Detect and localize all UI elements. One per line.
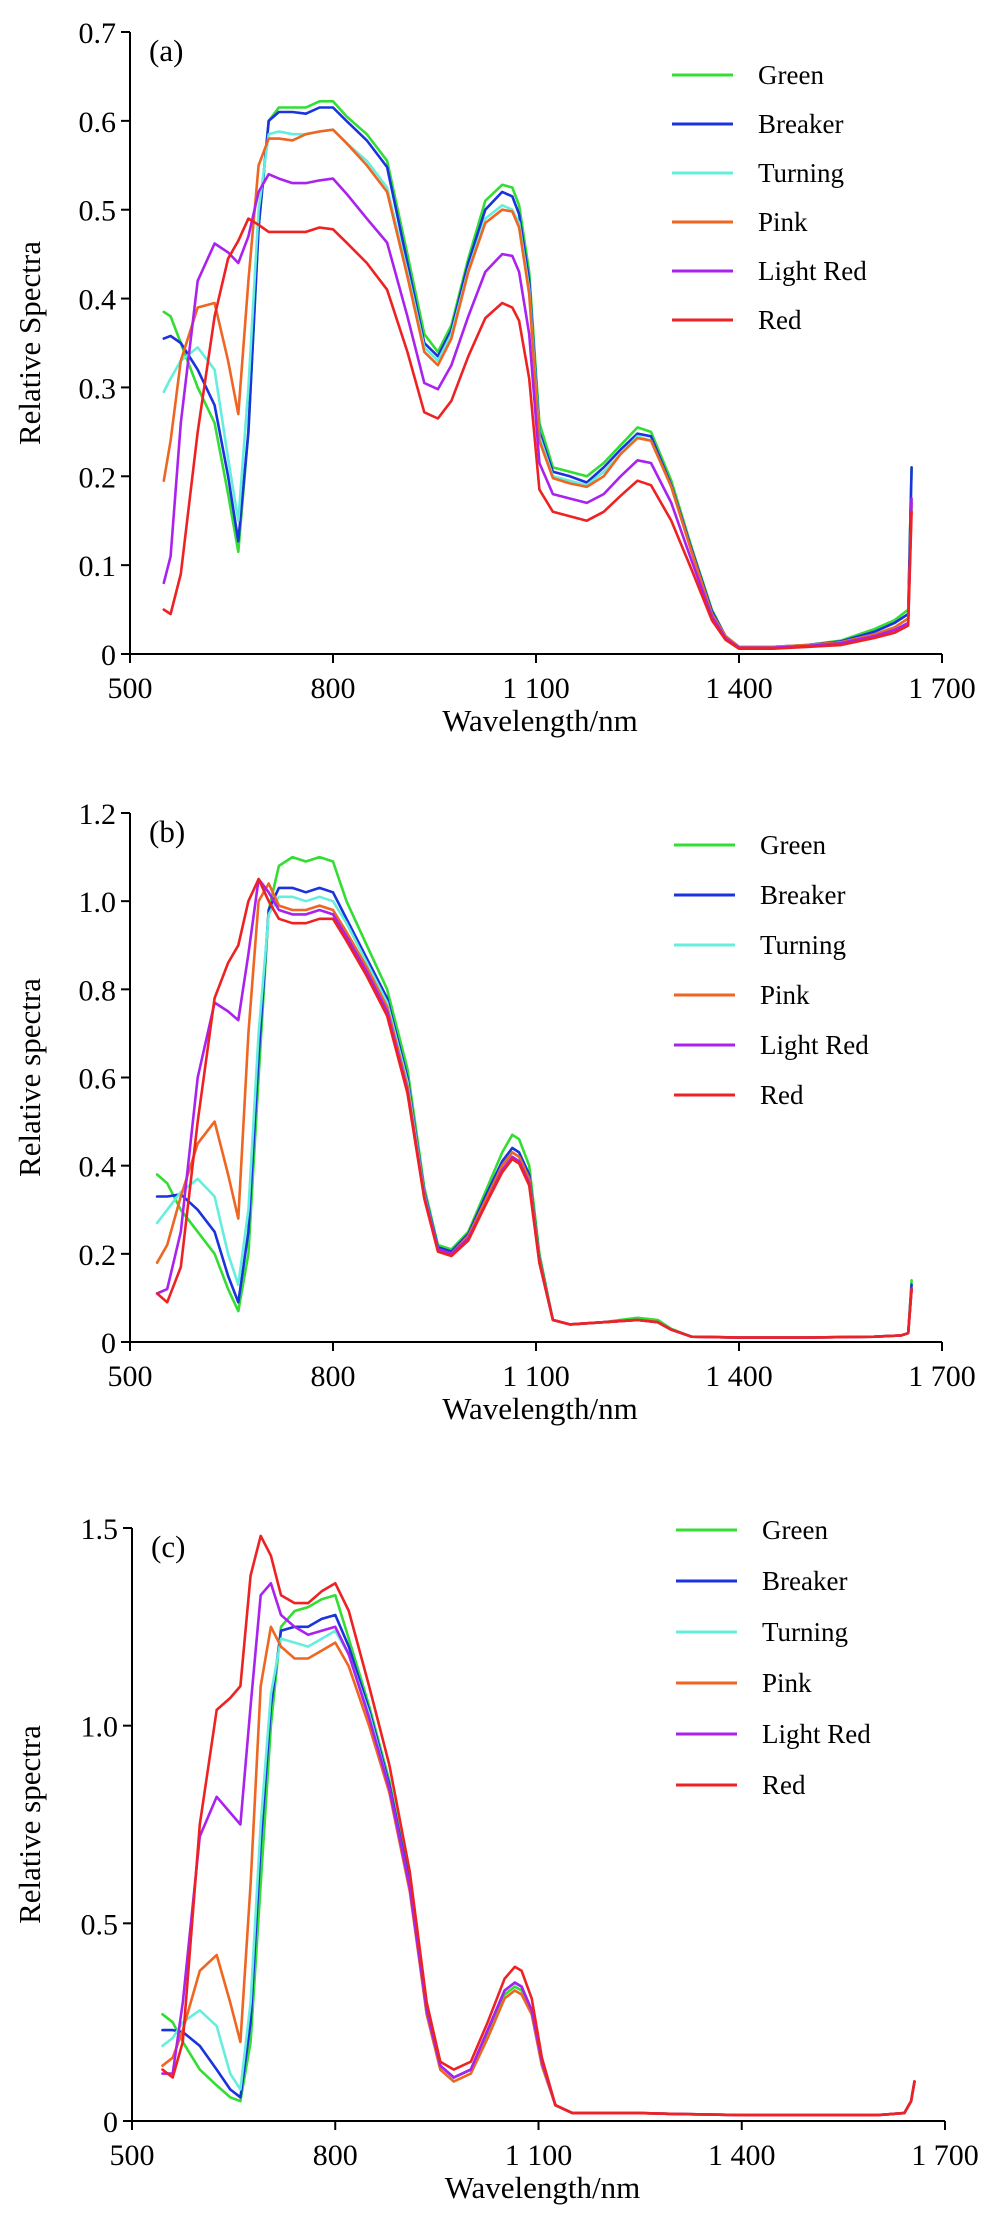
y-tick-label: 0.2 <box>79 1239 117 1272</box>
y-tick-label: 0.6 <box>79 1063 117 1096</box>
series-line-red <box>161 1534 916 2117</box>
y-tick-label: 0.1 <box>79 550 117 583</box>
legend-label: Red <box>762 1770 806 1800</box>
x-axis-label: Wavelength/nm <box>442 703 638 738</box>
x-tick-label: 1 700 <box>908 1360 976 1393</box>
x-tick-label: 500 <box>108 1360 153 1393</box>
series-line-red <box>162 217 913 651</box>
legend: Green Breaker Turning Pink Light Red Red <box>672 60 867 335</box>
y-axis-label: Relative spectra <box>12 978 47 1177</box>
x-tick-label: 1 100 <box>505 2139 573 2172</box>
x-tick-label: 800 <box>313 2139 358 2172</box>
x-axis-label: Wavelength/nm <box>442 1391 638 1426</box>
panel-label: (a) <box>149 33 183 68</box>
x-tick-label: 500 <box>110 2139 155 2172</box>
series-line-light-red <box>162 172 913 650</box>
y-tick-label: 1.5 <box>81 1513 119 1546</box>
x-tick-label: 1 100 <box>502 672 570 705</box>
x-tick-label: 1 400 <box>705 1360 773 1393</box>
y-tick-label: 0.4 <box>79 284 117 317</box>
y-tick-label: 1.0 <box>81 1711 119 1744</box>
x-axis-label: Wavelength/nm <box>445 2170 641 2205</box>
legend-label: Turning <box>758 158 844 188</box>
y-tick-label: 0 <box>101 639 116 672</box>
x-tick-label: 800 <box>311 1360 356 1393</box>
y-tick-label: 0 <box>103 2106 118 2139</box>
legend-label: Turning <box>760 930 846 960</box>
legend-label: Green <box>760 830 826 860</box>
chart-panel-1: 0 0.1 0.2 0.3 0.4 0.5 0.6 0.7 500 800 1 100 1 400 1 … <box>12 17 976 738</box>
legend-label: Breaker <box>760 880 845 910</box>
x-tick-label: 1 100 <box>502 1360 570 1393</box>
y-axis-label: Relative Spectra <box>12 241 47 445</box>
x-tick-label: 500 <box>108 672 153 705</box>
panel-label: (b) <box>149 814 185 849</box>
legend-label: Pink <box>758 207 808 237</box>
x-tick-label: 1 400 <box>705 672 773 705</box>
y-tick-label: 0.4 <box>79 1151 117 1184</box>
legend-label: Green <box>762 1515 828 1545</box>
y-tick-label: 1.0 <box>79 886 117 919</box>
y-tick-label: 0.7 <box>79 17 117 50</box>
legend-label: Breaker <box>762 1566 847 1596</box>
x-tick-label: 1 700 <box>911 2139 979 2172</box>
legend-label: Red <box>760 1080 804 1110</box>
y-tick-label: 0 <box>101 1327 116 1360</box>
series-line-turning <box>155 895 913 1339</box>
legend-label: Light Red <box>760 1030 869 1060</box>
chart-panel-3: 0 0.5 1.0 1.5 500 800 1 100 1 400 1 700 Wavelengt… <box>12 1513 979 2205</box>
legend-label: Pink <box>762 1668 812 1698</box>
series-line-red <box>155 877 913 1339</box>
y-tick-label: 0.6 <box>79 106 117 139</box>
x-tick-label: 1 400 <box>708 2139 776 2172</box>
series-line-pink <box>162 128 913 649</box>
y-tick-label: 0.8 <box>79 974 117 1007</box>
panel-label: (c) <box>151 1529 185 1564</box>
legend-label: Red <box>758 305 802 335</box>
legend-label: Light Red <box>762 1719 871 1749</box>
chart-panel-2: 0 0.2 0.4 0.6 0.8 1.0 1.2 500 800 1 100 1 400 1 700… <box>12 798 976 1426</box>
legend: Green Breaker Turning Pink Light Red Red <box>676 1515 871 1800</box>
y-tick-label: 0.3 <box>79 372 117 405</box>
y-axis-label: Relative spectra <box>12 1725 47 1924</box>
legend-label: Light Red <box>758 256 867 286</box>
legend-label: Pink <box>760 980 810 1010</box>
legend-label: Breaker <box>758 109 843 139</box>
legend-label: Green <box>758 60 824 90</box>
y-tick-label: 0.5 <box>79 195 117 228</box>
x-tick-label: 1 700 <box>908 672 976 705</box>
legend: Green Breaker Turning Pink Light Red Red <box>674 830 869 1110</box>
legend-label: Turning <box>762 1617 848 1647</box>
y-tick-label: 0.5 <box>81 1908 119 1941</box>
x-tick-label: 800 <box>311 672 356 705</box>
y-tick-label: 1.2 <box>79 798 117 831</box>
y-tick-label: 0.2 <box>79 461 117 494</box>
series-line-breaker <box>162 106 913 649</box>
